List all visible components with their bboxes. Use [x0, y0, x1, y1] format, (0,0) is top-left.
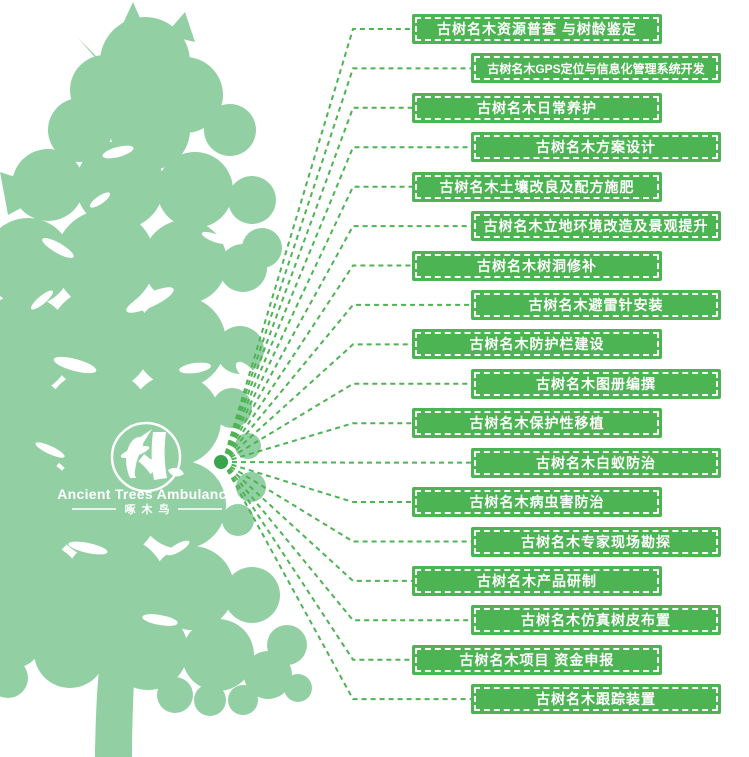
service-box-label: 古树名木避雷针安装	[528, 296, 664, 313]
service-box-label: 古树名木资源普查 与树龄鉴定	[437, 21, 637, 37]
service-box: 古树名木日常养护	[412, 92, 662, 123]
service-box: 古树名木仿真树皮布置	[471, 605, 721, 636]
connector-line	[222, 264, 412, 463]
logo-subtitle: 啄木鸟	[125, 502, 176, 516]
service-box-label: 古树名木日常养护	[477, 99, 597, 116]
service-box: 古树名木GPS定位与信息化管理系统开发	[471, 53, 721, 84]
connector-line	[222, 303, 471, 463]
service-box: 古树名木病虫害防治	[412, 487, 662, 517]
service-box: 古树名木土壤改良及配方施肥	[412, 171, 662, 202]
service-box-label: 古树名木仿真树皮布置	[521, 612, 671, 629]
service-box: 古树名木避雷针安装	[471, 289, 721, 320]
service-box-label: 古树名木保护性移植	[469, 415, 605, 432]
logo: Ancient Trees Ambulance 啄木鸟	[57, 421, 235, 516]
connector-line	[222, 461, 471, 701]
service-box-label: 古树名木图册编撰	[536, 375, 656, 392]
service-box-label: 古树名木跟踪装置	[536, 691, 656, 708]
service-box-label: 古树名木白蚁防治	[536, 454, 656, 471]
connector-line	[222, 343, 412, 463]
service-box-label: 古树名木产品研制	[477, 572, 597, 589]
connector-line	[222, 461, 471, 622]
service-box-label: 古树名木土壤改良及配方施肥	[439, 178, 635, 195]
connector-line	[222, 461, 412, 582]
connector-line	[222, 67, 471, 463]
connector-line	[222, 422, 412, 463]
connector-line	[222, 461, 471, 464]
service-box: 古树名木项目 资金申报	[412, 644, 662, 675]
connector-lines	[222, 28, 471, 701]
hub-dot	[214, 455, 228, 469]
tree-trunk	[95, 550, 152, 757]
canopy-gaps	[30, 145, 257, 626]
connector-line	[222, 28, 412, 463]
service-box: 古树名木跟踪装置	[471, 684, 721, 715]
service-box: 古树名木立地环境改造及景观提升	[471, 211, 721, 242]
service-box: 古树名木产品研制	[412, 565, 662, 596]
service-box: 古树名木图册编撰	[471, 368, 721, 399]
service-box-label: 古树名木立地环境改造及景观提升	[483, 218, 709, 235]
service-box-label: 古树名木专家现场勘探	[521, 533, 671, 550]
connector-line	[222, 185, 412, 463]
service-box-label: 古树名木防护栏建设	[469, 336, 605, 353]
service-box-label: 古树名木项目 资金申报	[459, 651, 615, 668]
service-box-label: 古树名木方案设计	[536, 139, 656, 156]
service-box: 古树名木白蚁防治	[471, 447, 721, 478]
connector-line	[222, 461, 412, 503]
service-box: 古树名木保护性移植	[412, 408, 662, 439]
connector-line	[222, 461, 412, 661]
tree-canopy-silhouette	[0, 2, 312, 757]
service-box-label: 古树名木树洞修补	[477, 257, 597, 274]
logo-circle	[110, 421, 182, 493]
service-box-label: 古树名木病虫害防治	[469, 494, 605, 510]
service-box: 古树名木方案设计	[471, 132, 721, 163]
connector-line	[222, 106, 412, 463]
service-box: 古树名木防护栏建设	[412, 329, 662, 360]
woodpecker-icon	[126, 429, 184, 480]
service-box: 古树名木专家现场勘探	[471, 526, 721, 557]
service-box: 古树名木资源普查 与树龄鉴定	[412, 14, 662, 44]
logo-title: Ancient Trees Ambulance	[57, 486, 235, 502]
service-box: 古树名木树洞修补	[412, 250, 662, 281]
service-box-label: 古树名木GPS定位与信息化管理系统开发	[487, 61, 705, 76]
